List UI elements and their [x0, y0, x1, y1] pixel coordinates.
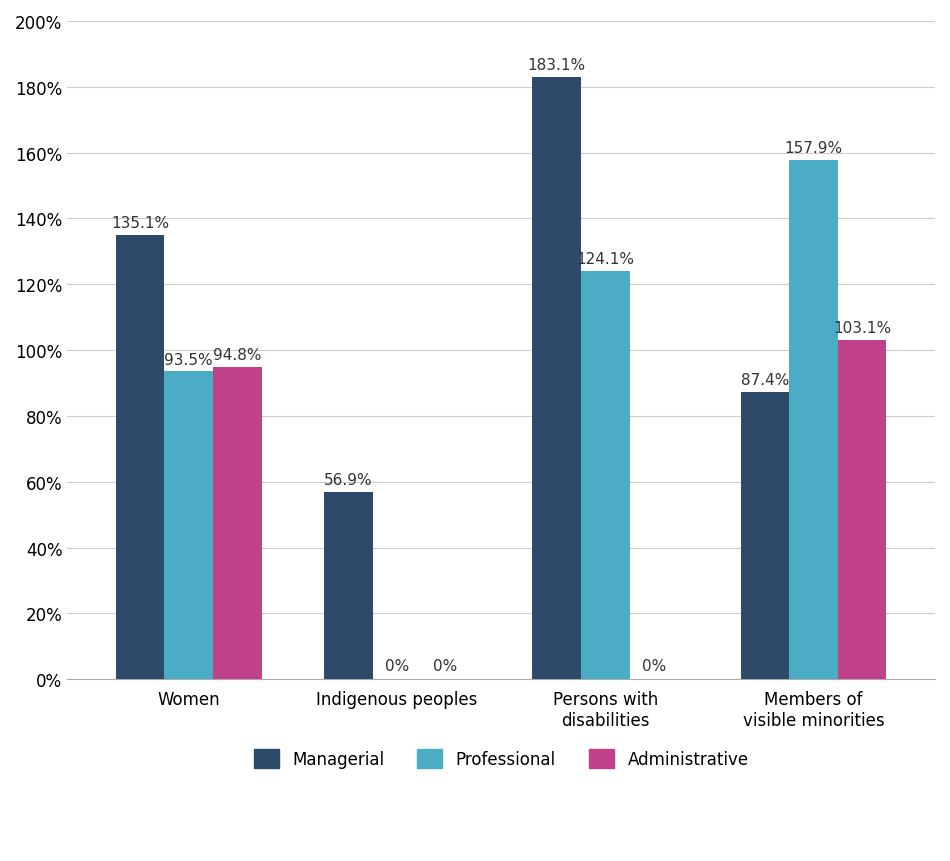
- Text: 103.1%: 103.1%: [833, 320, 891, 336]
- Text: 87.4%: 87.4%: [741, 372, 789, 387]
- Bar: [324, 492, 372, 679]
- Text: 124.1%: 124.1%: [577, 251, 635, 267]
- Bar: [164, 372, 213, 679]
- Bar: [789, 160, 838, 679]
- Bar: [116, 235, 164, 679]
- Bar: [213, 368, 261, 679]
- Text: 0%: 0%: [641, 659, 666, 673]
- Bar: [581, 271, 630, 679]
- Bar: [838, 340, 886, 679]
- Bar: [532, 77, 581, 679]
- Text: 0%: 0%: [433, 659, 458, 673]
- Text: 94.8%: 94.8%: [213, 348, 261, 362]
- Text: 56.9%: 56.9%: [324, 473, 372, 487]
- Text: 93.5%: 93.5%: [164, 352, 213, 367]
- Legend: Managerial, Professional, Administrative: Managerial, Professional, Administrative: [245, 740, 757, 777]
- Bar: [741, 392, 789, 679]
- Text: 157.9%: 157.9%: [785, 140, 843, 156]
- Text: 0%: 0%: [385, 659, 409, 673]
- Text: 135.1%: 135.1%: [111, 215, 169, 231]
- Text: 183.1%: 183.1%: [527, 58, 586, 72]
